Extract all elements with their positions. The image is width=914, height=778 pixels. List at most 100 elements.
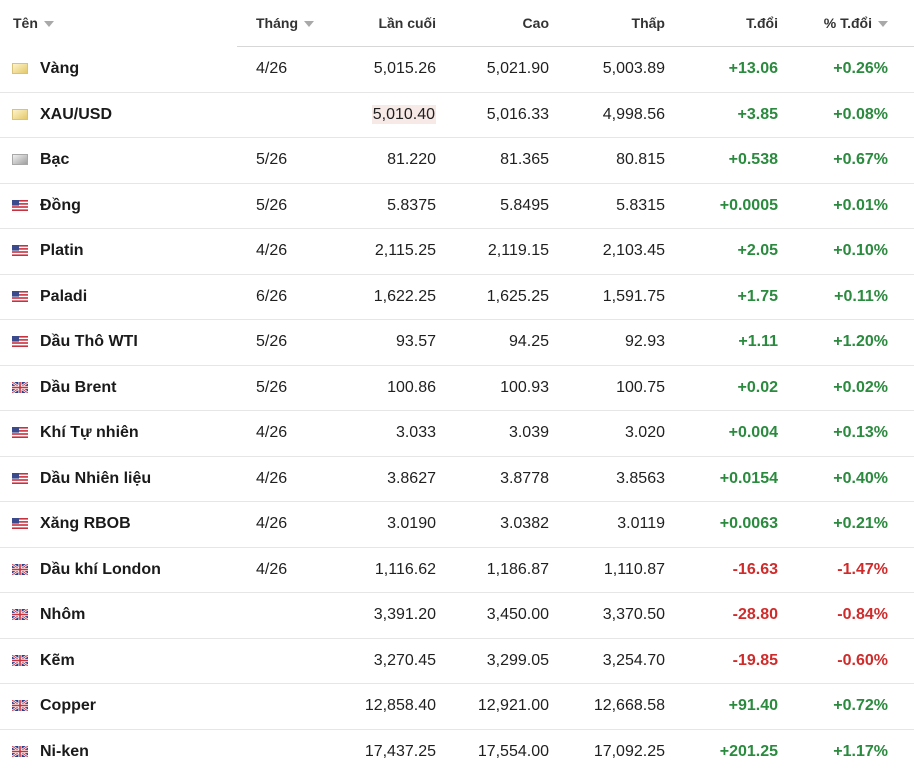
header-month[interactable]: Tháng [237,0,328,47]
header-last[interactable]: Lần cuối [328,0,447,47]
table-row[interactable]: Bạc 5/26 81.220 81.365 80.815 +0.538 +0.67% [0,137,914,183]
cell-high: 3,450.00 [447,592,560,638]
commodity-name-link[interactable]: Nhôm [40,606,86,624]
cell-change: +0.0154 [676,455,789,502]
cell-name[interactable]: Ni-ken [0,728,237,775]
table-row[interactable]: Platin 4/26 2,115.25 2,119.15 2,103.45 +2.05 +… [0,228,914,274]
cell-pct-change: +0.11% [789,273,914,320]
commodity-name-link[interactable]: Bạc [40,151,70,169]
cell-pct-change: +0.40% [789,455,914,502]
last-price-value: 1,116.62 [374,560,436,578]
cell-high: 94.25 [447,319,560,365]
table-row[interactable]: Dầu Thô WTI 5/26 93.57 94.25 92.93 +1.11 +1.20… [0,319,914,365]
cell-name[interactable]: Platin [0,228,237,274]
sort-down-icon[interactable] [304,21,314,27]
cell-change: +0.0063 [676,501,789,547]
table-row[interactable]: Dầu khí London 4/26 1,116.62 1,186.87 1,110.… [0,546,914,593]
commodity-name-link[interactable]: Dầu khí London [40,560,161,578]
cell-high: 12,921.00 [447,683,560,729]
uk-flag-icon [12,746,28,757]
last-price-value: 5.8375 [387,196,436,214]
cell-name[interactable]: Khí Tự nhiên [0,410,237,456]
cell-low: 100.75 [560,364,676,411]
cell-last: 1,622.25 [328,273,447,320]
commodity-name-link[interactable]: Ni-ken [40,743,89,760]
cell-low: 1,110.87 [560,546,676,593]
cell-name[interactable]: Dầu khí London [0,546,237,593]
cell-high: 5,021.90 [486,60,549,78]
commodity-name-link[interactable]: Paladi [40,287,88,305]
cell-name[interactable]: Dầu Thô WTI [0,319,237,365]
us-flag-icon [12,336,28,348]
cell-last: 3.8627 [328,455,447,502]
cell-name[interactable]: Copper [0,683,237,729]
uk-flag-icon [12,700,28,712]
cell-name[interactable]: Nhôm [0,592,237,638]
cell-name[interactable]: Đồng [0,182,237,229]
table-row[interactable]: Dầu Brent 5/26 100.86 100.93 100.75 +0.02 +0.0… [0,364,914,411]
commodity-name-link[interactable]: Dầu Nhiên liệu [40,469,152,487]
table-row[interactable]: Kẽm 3,270.45 3,299.05 3,254.70 -19.85 -0.60% [0,637,914,684]
cell-pct-change: +1.20% [789,319,914,365]
header-high[interactable]: Cao [447,0,560,47]
cell-month: 4/26 [237,455,328,502]
cell-change: +2.05 [676,228,789,274]
header-low[interactable]: Thấp [560,0,676,47]
table-row[interactable]: Xăng RBOB 4/26 3.0190 3.0382 3.0119 +0.0063 +0… [0,501,914,547]
table-row[interactable]: Vàng 4/26 5,015.26 5,021.90 5,003.89 +13.06 +0… [0,47,914,93]
cell-high: 17,554.00 [447,728,560,775]
header-change[interactable]: T.đổi [676,0,789,47]
cell-name[interactable]: Dầu Nhiên liệu [0,455,237,502]
header-name[interactable]: Tên [0,0,237,47]
cell-pct-change: +0.13% [789,410,914,456]
cell-change: +0.02 [676,364,789,411]
table-row[interactable]: Khí Tự nhiên 4/26 3.033 3.039 3.020 +0.004 +0.… [0,410,914,456]
cell-month: 5/26 [237,137,328,183]
cell-last: 1,116.62 [328,546,447,593]
cell-name[interactable]: Xăng RBOB [0,501,237,547]
cell-change: -16.63 [676,546,789,593]
commodity-name-link[interactable]: Đồng [40,196,81,214]
cell-name[interactable]: Kẽm [0,637,237,684]
sort-down-icon[interactable] [878,21,888,27]
cell-pct-change: -1.47% [789,546,914,593]
cell-month: 5/26 [237,319,328,365]
table-row[interactable]: Dầu Nhiên liệu 4/26 3.8627 3.8778 3.8563 +0.0… [0,455,914,502]
last-price-value: 3.8627 [387,469,436,487]
cell-name[interactable]: Vàng [0,47,237,93]
commodity-name-link[interactable]: XAU/USD [40,105,113,123]
commodity-name-link[interactable]: Xăng RBOB [40,515,131,533]
commodity-name-link[interactable]: Dầu Thô WTI [40,333,138,351]
table-row[interactable]: Đồng 5/26 5.8375 5.8495 5.8315 +0.0005 +0.01% [0,182,914,229]
commodity-name-link[interactable]: Kẽm [40,651,75,669]
cell-name[interactable]: Dầu Brent [0,364,237,411]
last-price-value: 3,391.20 [373,606,436,624]
table-row[interactable]: Ni-ken 17,437.25 17,554.00 17,092.25 +201.25… [0,728,914,775]
us-flag-icon [12,199,28,211]
table-row[interactable]: Nhôm 3,391.20 3,450.00 3,370.50 -28.80 -0.84% [0,592,914,638]
table-row[interactable]: Copper 12,858.40 12,921.00 12,668.58 +91.40 +… [0,683,914,729]
cell-name[interactable]: Paladi [0,273,237,320]
cell-pct-change: +1.17% [789,728,914,775]
us-flag-icon [12,472,28,484]
cell-last: 100.86 [328,364,447,411]
cell-last: 81.220 [328,137,447,183]
cell-change: -19.85 [676,637,789,684]
cell-month [237,91,328,138]
commodity-name-link[interactable]: Khí Tự nhiên [40,424,139,442]
table-header-row: Tên Tháng Lần cuối Cao Thấp T.đổi % T.đổ… [0,0,914,47]
table-row[interactable]: Paladi 6/26 1,622.25 1,625.25 1,591.75 +1.75 +… [0,273,914,320]
header-pct-change[interactable]: % T.đổi [789,0,914,47]
commodity-name-link[interactable]: Platin [40,242,84,260]
last-price-value: 5,010.40 [371,104,436,124]
cell-pct-change: +0.08% [789,91,914,138]
sort-down-icon[interactable] [43,21,54,28]
cell-name[interactable]: XAU/USD [0,91,237,138]
commodity-name-link[interactable]: Dầu Brent [40,378,117,396]
table-row[interactable]: XAU/USD 5,010.40 5,016.33 4,998.56 +3.85 +0.0… [0,91,914,138]
commodity-name-link[interactable]: Copper [40,697,96,715]
last-price-value: 2,115.25 [374,242,436,260]
cell-high: 3.0382 [447,501,560,547]
commodity-name-link[interactable]: Vàng [40,60,80,77]
cell-name[interactable]: Bạc [0,137,237,183]
